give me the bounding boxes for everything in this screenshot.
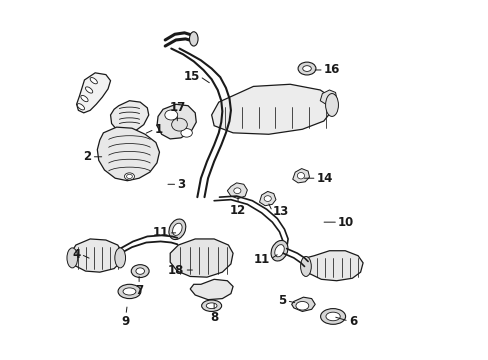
Polygon shape [170,239,233,277]
Ellipse shape [295,301,308,310]
Polygon shape [292,168,309,183]
Polygon shape [291,297,315,311]
Polygon shape [157,104,196,139]
Polygon shape [320,90,336,104]
Ellipse shape [85,87,93,93]
Text: 2: 2 [83,150,91,163]
Ellipse shape [201,300,221,311]
Ellipse shape [325,94,338,116]
Ellipse shape [189,32,198,46]
Polygon shape [211,84,332,134]
Ellipse shape [325,312,340,321]
Ellipse shape [123,288,136,295]
Text: 11: 11 [253,253,270,266]
Polygon shape [304,251,363,281]
Text: 9: 9 [122,315,130,328]
Ellipse shape [264,196,271,202]
Ellipse shape [124,173,134,180]
Text: 15: 15 [183,70,200,83]
Text: 14: 14 [316,172,332,185]
Ellipse shape [168,219,185,239]
Ellipse shape [90,77,97,84]
Text: 7: 7 [135,284,143,297]
Text: 18: 18 [168,264,184,276]
Text: 3: 3 [177,178,185,191]
Polygon shape [70,239,122,272]
Ellipse shape [300,256,311,276]
Text: 6: 6 [348,315,356,328]
Ellipse shape [233,188,241,194]
Ellipse shape [131,265,149,278]
Polygon shape [190,279,233,300]
Ellipse shape [297,172,304,179]
Ellipse shape [136,268,144,274]
Ellipse shape [172,223,182,235]
Text: 17: 17 [169,101,185,114]
Polygon shape [77,73,110,113]
Text: 12: 12 [229,204,245,217]
Ellipse shape [320,309,345,324]
Polygon shape [259,192,275,206]
Ellipse shape [298,62,315,75]
Text: 4: 4 [73,248,81,261]
Text: 10: 10 [337,216,354,229]
Polygon shape [227,183,247,199]
Ellipse shape [164,110,177,120]
Ellipse shape [118,284,141,298]
Ellipse shape [67,248,78,268]
Ellipse shape [274,245,284,257]
Ellipse shape [77,104,84,110]
Ellipse shape [302,66,311,71]
Text: 5: 5 [278,294,286,307]
Polygon shape [97,127,159,181]
Ellipse shape [171,118,187,131]
Ellipse shape [270,240,287,261]
Text: 13: 13 [272,205,288,218]
Ellipse shape [206,303,217,309]
Ellipse shape [181,129,192,137]
Text: 11: 11 [152,226,168,239]
Text: 1: 1 [154,123,163,136]
Ellipse shape [115,248,125,268]
Ellipse shape [81,95,88,102]
Text: 8: 8 [209,311,218,324]
Text: 16: 16 [323,63,340,76]
Polygon shape [110,101,148,134]
